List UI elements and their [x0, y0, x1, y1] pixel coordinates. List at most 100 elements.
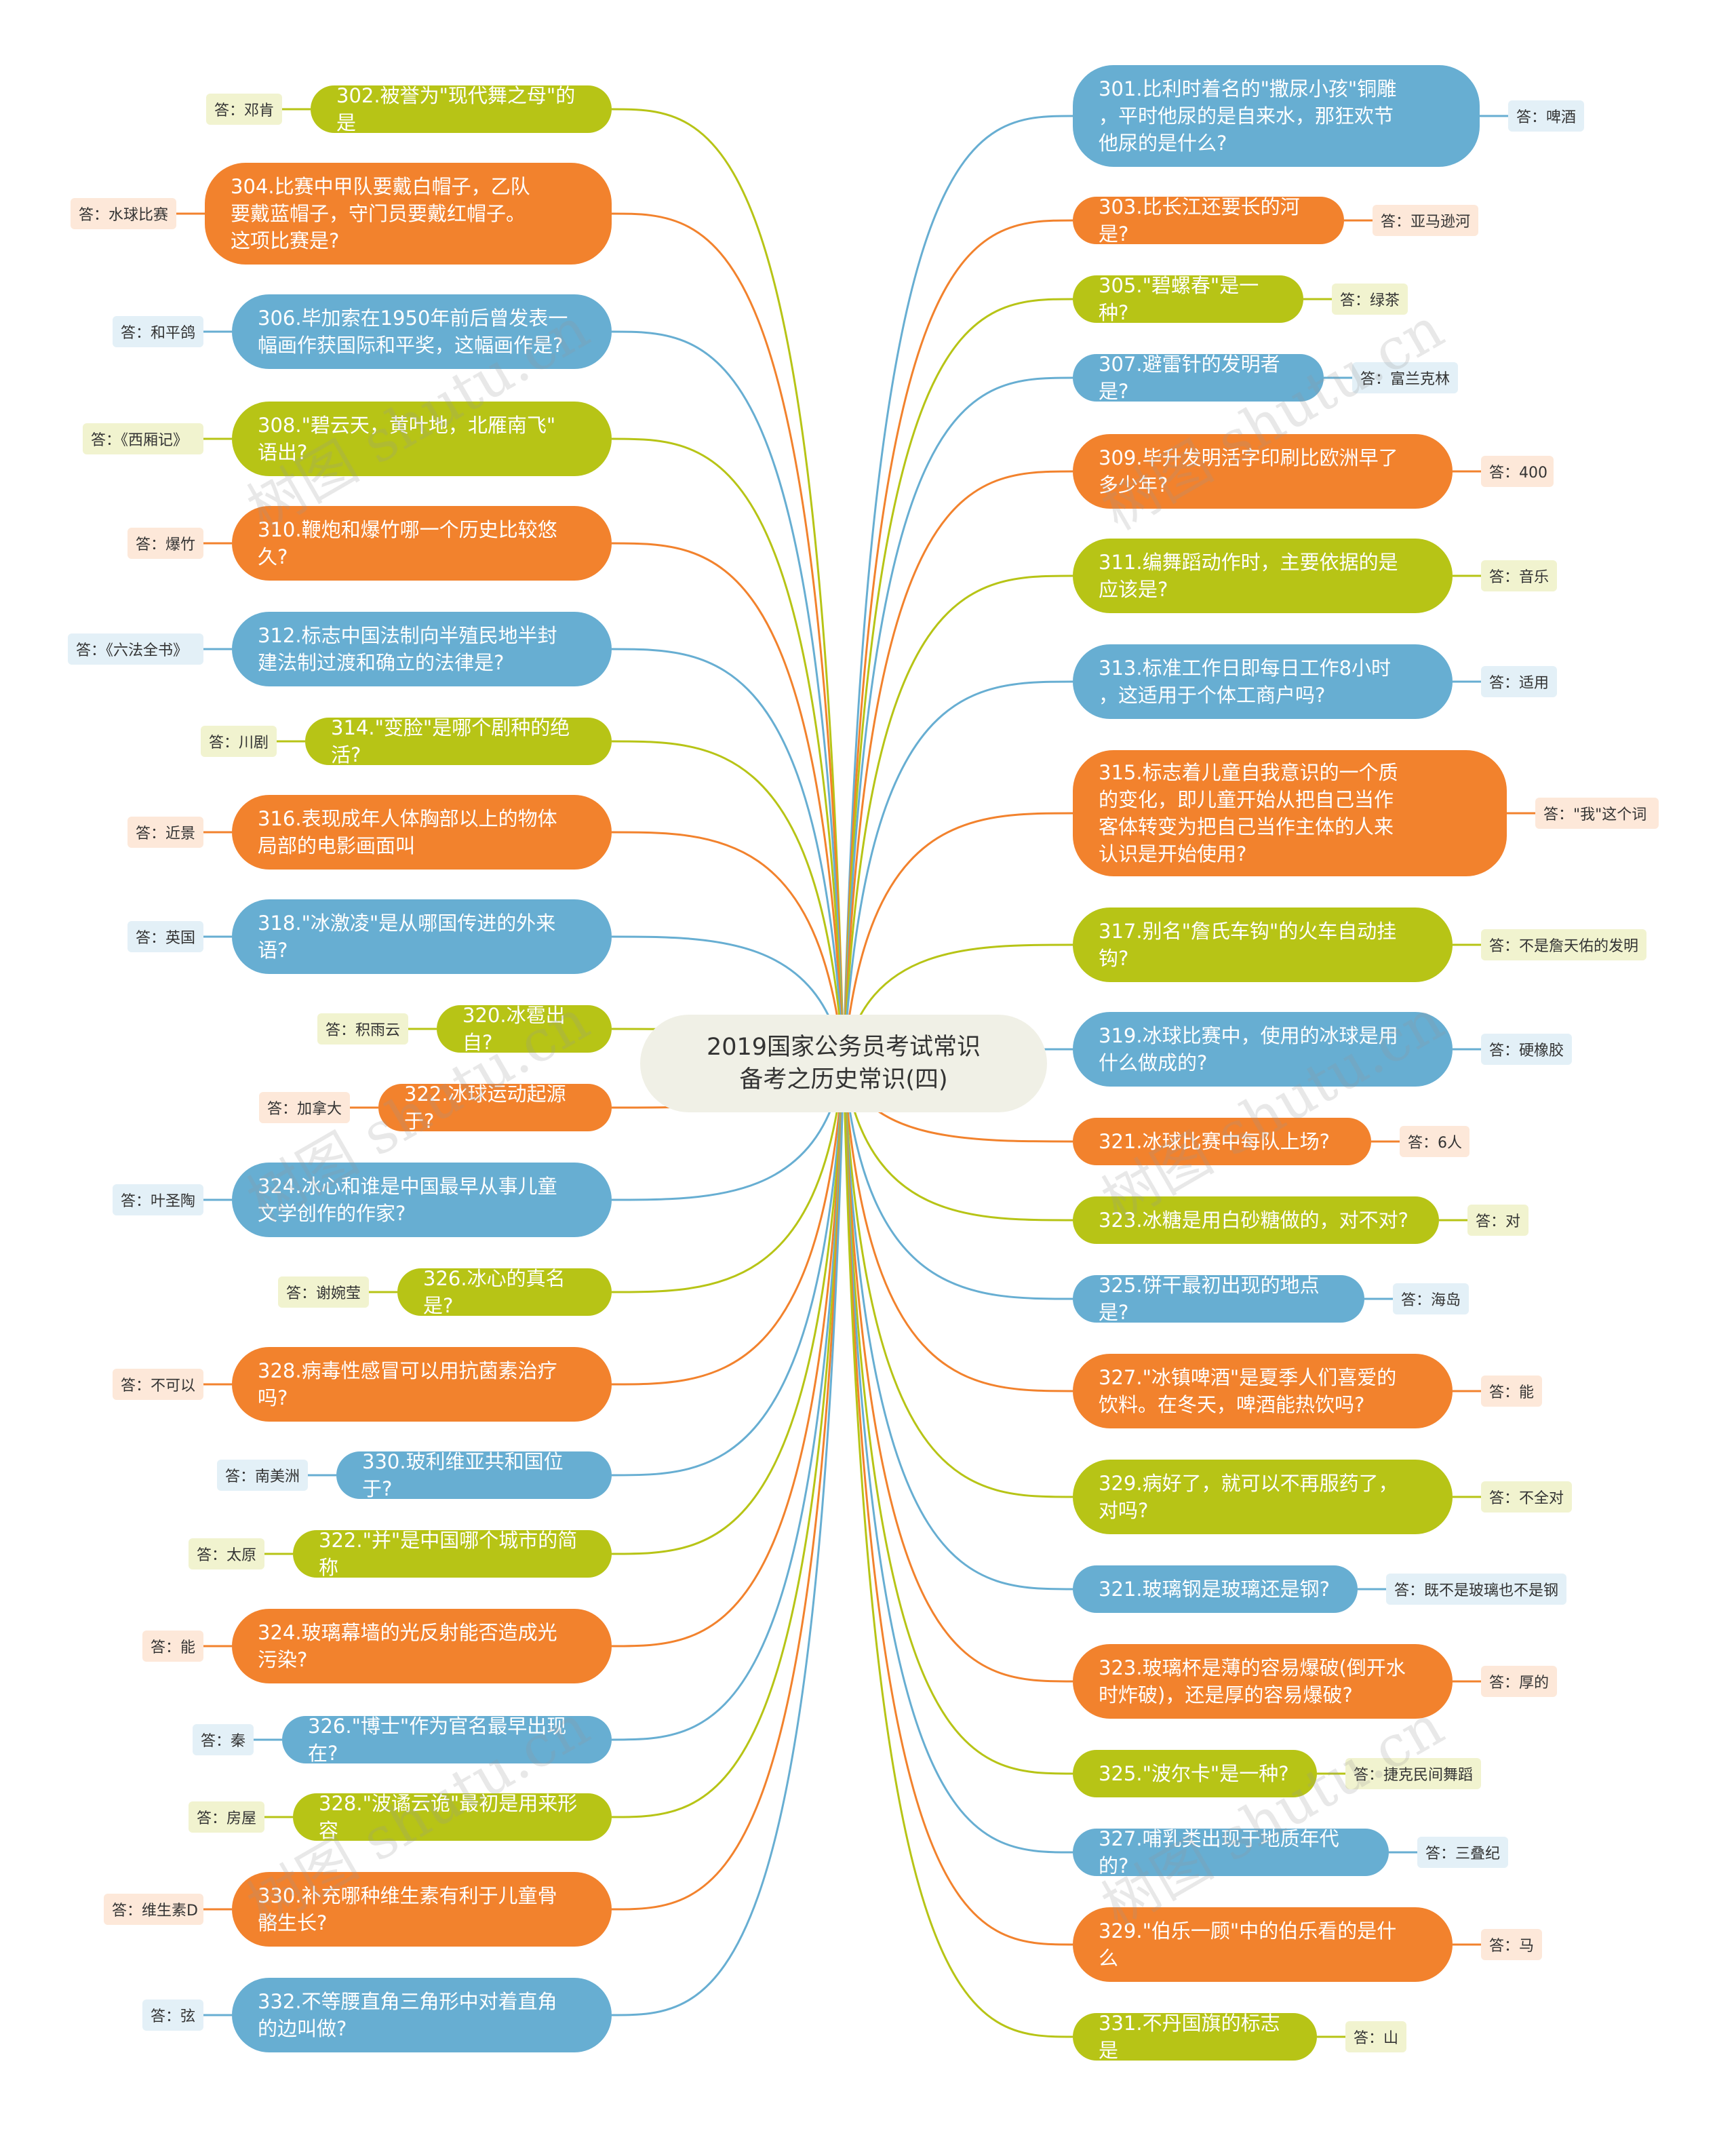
answer-tag-right-3[interactable]: 答：富兰克林 [1352, 362, 1458, 393]
question-node-left-5[interactable]: 312.标志中国法制向半殖民地半封 建法制过渡和确立的法律是? [232, 612, 612, 686]
answer-tag-right-17[interactable]: 答：捷克民间舞蹈 [1345, 1758, 1481, 1789]
question-node-left-19[interactable]: 330.补充哪种维生素有利于儿童骨 骼生长? [232, 1872, 612, 1947]
link-right-3 [842, 376, 1073, 1064]
question-node-left-7[interactable]: 316.表现成年人体胸部以上的物体 局部的电影画面叫 [232, 795, 612, 870]
question-node-left-15[interactable]: 322."并"是中国哪个城市的简称 [293, 1529, 612, 1579]
link-right-1 [842, 219, 1073, 1064]
answer-tag-right-2[interactable]: 答：绿茶 [1332, 284, 1408, 315]
question-node-right-8[interactable]: 317.别名"詹氏车钩"的火车自动挂 钩? [1073, 908, 1453, 982]
link-right-20 [842, 1063, 1073, 2038]
answer-tag-left-2[interactable]: 答：和平鸽 [113, 316, 203, 347]
answer-tag-left-15[interactable]: 答：太原 [189, 1538, 264, 1569]
question-node-right-7[interactable]: 315.标志着儿童自我意识的一个质 的变化，即儿童开始从把自己当作 客体转变为把… [1073, 750, 1507, 876]
answer-tag-right-0[interactable]: 答：啤酒 [1508, 100, 1584, 132]
answer-tag-right-1[interactable]: 答：亚马逊河 [1373, 205, 1478, 236]
answer-tag-left-19[interactable]: 答：维生素D [104, 1894, 203, 1925]
answer-tag-right-8[interactable]: 答：不是詹天佑的发明 [1481, 929, 1646, 960]
answer-tag-right-11[interactable]: 答：对 [1467, 1205, 1528, 1236]
answer-tag-right-7[interactable]: 答："我"这个词 [1535, 798, 1659, 829]
answer-tag-left-4[interactable]: 答：爆竹 [127, 528, 203, 559]
answer-tag-left-10[interactable]: 答：加拿大 [259, 1092, 350, 1123]
link-left-17 [611, 1063, 845, 1741]
link-left-0 [611, 108, 845, 1064]
answer-tag-left-9[interactable]: 答：积雨云 [317, 1013, 408, 1045]
answer-tag-left-20[interactable]: 答：弦 [142, 1999, 203, 2031]
question-node-left-9[interactable]: 320.冰雹出自? [437, 1004, 612, 1054]
answer-tag-left-7[interactable]: 答：近景 [127, 817, 203, 848]
answer-tag-left-8[interactable]: 答：英国 [127, 921, 203, 952]
question-node-left-0[interactable]: 302.被誉为"现代舞之母"的是 [311, 84, 612, 134]
question-node-right-4[interactable]: 309.毕升发明活字印刷比欧洲早了 多少年? [1073, 434, 1453, 509]
link-right-13 [842, 1063, 1073, 1392]
root-topic[interactable]: 2019国家公务员考试常识 备考之历史常识(四) [640, 1015, 1047, 1112]
answer-tag-left-13[interactable]: 答：不可以 [113, 1369, 203, 1400]
question-node-left-12[interactable]: 326.冰心的真名是? [397, 1267, 612, 1317]
answer-tag-right-19[interactable]: 答：马 [1481, 1929, 1542, 1960]
link-right-12 [842, 1063, 1073, 1300]
answer-tag-left-3[interactable]: 答：《西厢记》 [83, 423, 203, 454]
question-node-right-2[interactable]: 305."碧螺春"是一种? [1073, 274, 1303, 324]
question-node-right-0[interactable]: 301.比利时着名的"撒尿小孩"铜雕 ，平时他尿的是自来水，那狂欢节 他尿的是什… [1073, 65, 1480, 167]
answer-tag-left-16[interactable]: 答：能 [142, 1631, 203, 1662]
question-node-right-12[interactable]: 325.饼干最初出现的地点是? [1073, 1274, 1364, 1324]
question-node-left-3[interactable]: 308."碧云天，黄叶地，北雁南飞" 语出? [232, 402, 612, 476]
answer-tag-right-16[interactable]: 答：厚的 [1481, 1666, 1557, 1697]
answer-tag-right-10[interactable]: 答：6人 [1400, 1126, 1469, 1157]
link-right-19 [842, 1063, 1073, 1946]
link-left-12 [611, 1063, 845, 1293]
answer-tag-right-12[interactable]: 答：海岛 [1393, 1283, 1469, 1314]
question-node-left-13[interactable]: 328.病毒性感冒可以用抗菌素治疗 吗? [232, 1347, 612, 1422]
question-node-left-11[interactable]: 324.冰心和谁是中国最早从事儿童 文学创作的作家? [232, 1163, 612, 1237]
question-node-right-20[interactable]: 331.不丹国旗的标志是 [1073, 2012, 1317, 2062]
answer-tag-left-14[interactable]: 答：南美洲 [217, 1460, 308, 1491]
question-node-right-13[interactable]: 327."冰镇啤酒"是夏季人们喜爱的 饮料。在冬天，啤酒能热饮吗? [1073, 1354, 1453, 1428]
link-left-5 [611, 648, 845, 1064]
link-right-2 [842, 298, 1073, 1064]
answer-tag-left-12[interactable]: 答：谢婉莹 [278, 1276, 369, 1308]
answer-tag-right-15[interactable]: 答：既不是玻璃也不是钢 [1386, 1574, 1566, 1605]
question-node-left-1[interactable]: 304.比赛中甲队要戴白帽子，乙队 要戴蓝帽子，守门员要戴红帽子。 这项比赛是? [205, 163, 612, 265]
answer-tag-left-6[interactable]: 答：川剧 [201, 726, 277, 757]
answer-tag-right-20[interactable]: 答：山 [1345, 2021, 1406, 2052]
link-right-5 [842, 574, 1073, 1064]
question-node-left-8[interactable]: 318."冰激凌"是从哪国传进的外来 语? [232, 899, 612, 974]
answer-tag-left-17[interactable]: 答：秦 [193, 1724, 254, 1755]
link-right-18 [842, 1063, 1073, 1854]
question-node-right-11[interactable]: 323.冰糖是用白砂糖做的，对不对? [1073, 1196, 1439, 1244]
answer-tag-right-14[interactable]: 答：不全对 [1481, 1481, 1572, 1513]
question-node-right-18[interactable]: 327.哺乳类出现于地质年代的? [1073, 1827, 1389, 1877]
answer-tag-right-4[interactable]: 答：400 [1481, 456, 1554, 487]
answer-tag-left-18[interactable]: 答：房屋 [189, 1801, 264, 1833]
question-node-left-2[interactable]: 306.毕加索在1950年前后曾发表一 幅画作获国际和平奖，这幅画作是? [232, 294, 612, 369]
link-right-16 [842, 1063, 1073, 1683]
question-node-left-18[interactable]: 328."波谲云诡"最初是用来形容 [293, 1792, 612, 1842]
answer-tag-left-5[interactable]: 答：《六法全书》 [68, 633, 203, 665]
question-node-left-14[interactable]: 330.玻利维亚共和国位于? [336, 1450, 612, 1500]
question-node-right-3[interactable]: 307.避雷针的发明者是? [1073, 353, 1324, 403]
answer-tag-left-0[interactable]: 答：邓肯 [206, 94, 282, 125]
answer-tag-left-11[interactable]: 答：叶圣陶 [113, 1184, 203, 1215]
question-node-right-14[interactable]: 329.病好了，就可以不再服药了， 对吗? [1073, 1460, 1453, 1534]
answer-tag-left-1[interactable]: 答：水球比赛 [71, 198, 176, 229]
answer-tag-right-6[interactable]: 答：适用 [1481, 666, 1557, 697]
answer-tag-right-9[interactable]: 答：硬橡胶 [1481, 1034, 1572, 1065]
question-node-left-4[interactable]: 310.鞭炮和爆竹哪一个历史比较悠 久? [232, 506, 612, 581]
question-node-right-9[interactable]: 319.冰球比赛中，使用的冰球是用 什么做成的? [1073, 1012, 1453, 1087]
question-node-right-6[interactable]: 313.标准工作日即每日工作8小时 ，这适用于个体工商户吗? [1073, 644, 1453, 719]
answer-tag-right-13[interactable]: 答：能 [1481, 1376, 1542, 1407]
question-node-left-17[interactable]: 326."博士"作为官名最早出现在? [282, 1715, 612, 1765]
question-node-right-1[interactable]: 303.比长江还要长的河是? [1073, 195, 1344, 246]
answer-tag-right-5[interactable]: 答：音乐 [1481, 560, 1557, 591]
question-node-right-19[interactable]: 329."伯乐一顾"中的伯乐看的是什 么 [1073, 1907, 1453, 1982]
question-node-left-6[interactable]: 314."变脸"是哪个剧种的绝活? [305, 716, 612, 766]
answer-tag-right-18[interactable]: 答：三叠纪 [1417, 1837, 1508, 1868]
question-node-left-10[interactable]: 322.冰球运动起源于? [378, 1082, 612, 1133]
question-node-right-16[interactable]: 323.玻璃杯是薄的容易爆破(倒开水 时炸破)，还是厚的容易爆破? [1073, 1644, 1453, 1719]
question-node-right-17[interactable]: 325."波尔卡"是一种? [1073, 1750, 1317, 1797]
question-node-right-10[interactable]: 321.冰球比赛中每队上场? [1073, 1118, 1371, 1165]
question-node-right-5[interactable]: 311.编舞蹈动作时，主要依据的是 应该是? [1073, 539, 1453, 613]
question-node-right-15[interactable]: 321.玻璃钢是玻璃还是钢? [1073, 1565, 1358, 1613]
question-node-left-20[interactable]: 332.不等腰直角三角形中对着直角 的边叫做? [232, 1978, 612, 2052]
question-node-left-16[interactable]: 324.玻璃幕墙的光反射能否造成光 污染? [232, 1609, 612, 1683]
